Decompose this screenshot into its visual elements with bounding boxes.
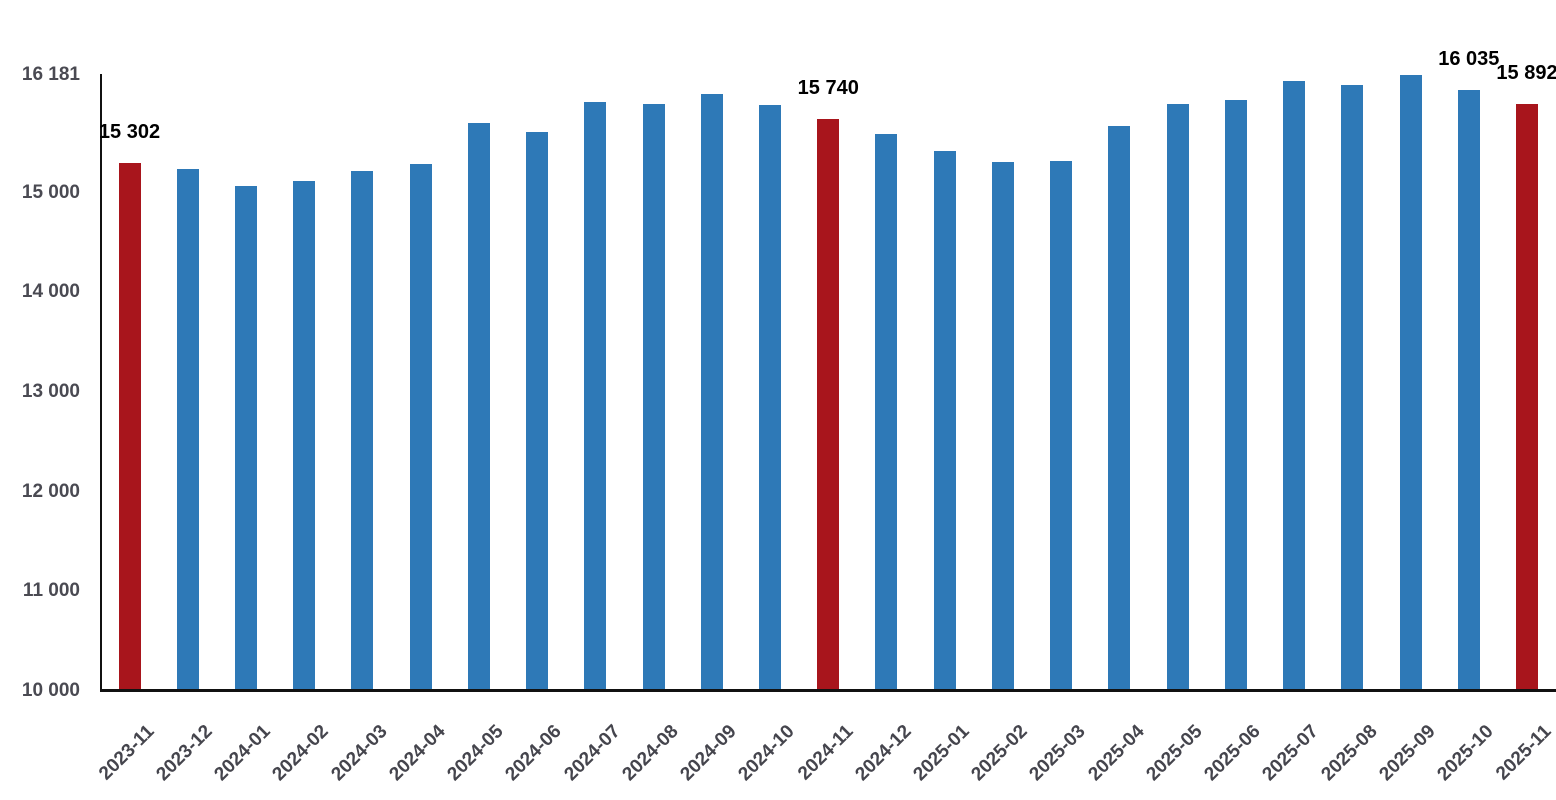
bar-2024-01 [234, 185, 257, 691]
y-tick-label: 10 000 [21, 680, 80, 701]
bar-2023-12 [176, 168, 199, 691]
x-tick-label-2025-07: 2025-07 [1258, 721, 1323, 786]
x-tick-label-2024-08: 2024-08 [618, 721, 683, 786]
x-tick-label-2025-10: 2025-10 [1433, 721, 1498, 786]
x-tick-label-2025-04: 2025-04 [1084, 721, 1149, 786]
bar-2025-05 [1166, 104, 1189, 691]
bar-2024-09 [700, 93, 723, 691]
x-tick-label-2024-04: 2024-04 [385, 721, 450, 786]
data-label-2024-11: 15 740 [797, 76, 859, 99]
y-tick-label: 14 000 [21, 281, 80, 303]
bar-2023-11 [118, 162, 141, 691]
x-tick-label-2023-12: 2023-12 [152, 721, 217, 786]
x-tick-label-2025-02: 2025-02 [967, 721, 1032, 786]
y-tick-label: 13 000 [21, 381, 80, 403]
bar-2025-03 [1050, 160, 1073, 691]
bar-2025-09 [1399, 75, 1422, 691]
bar-2025-04 [1108, 126, 1131, 691]
data-label-2025-11: 15 892 [1496, 61, 1556, 84]
x-tick-label-2024-10: 2024-10 [734, 721, 799, 786]
bar-2024-02 [293, 180, 316, 691]
x-tick-label-2024-09: 2024-09 [676, 721, 741, 786]
bar-2024-05 [467, 122, 490, 691]
y-axis-line [100, 74, 102, 692]
x-tick-label-2025-08: 2025-08 [1317, 721, 1382, 786]
x-axis-line [100, 689, 1556, 692]
bar-2024-10 [759, 105, 782, 691]
bar-2025-07 [1283, 80, 1306, 691]
x-tick-label-2023-11: 2023-11 [94, 721, 159, 785]
bar-2025-11 [1516, 103, 1539, 691]
bar-2024-03 [351, 170, 374, 691]
x-tick-label-2025-03: 2025-03 [1025, 721, 1091, 786]
y-tick-label: 12 000 [21, 480, 80, 502]
bar-2024-08 [642, 103, 665, 691]
data-label-2023-11: 15 302 [98, 120, 161, 143]
bar-2025-02 [991, 161, 1014, 691]
bar-2024-04 [409, 163, 432, 691]
bar-2025-01 [933, 151, 956, 691]
x-tick-label-2025-01: 2025-01 [909, 721, 974, 786]
x-tick-label-2025-06: 2025-06 [1200, 721, 1265, 786]
x-tick-label-2024-03: 2024-03 [327, 721, 392, 786]
data-label-2025-10: 16 035 [1438, 47, 1500, 70]
x-tick-label-2025-11: 2025-11 [1492, 721, 1556, 785]
x-tick-label-2025-09: 2025-09 [1375, 721, 1440, 786]
bar-2024-06 [526, 131, 549, 691]
x-tick-label-2024-07: 2024-07 [560, 721, 625, 786]
bar-2025-08 [1341, 84, 1364, 691]
bar-2024-07 [584, 101, 607, 691]
bar-2025-10 [1457, 89, 1480, 691]
bar-2024-12 [875, 134, 898, 691]
x-tick-label-2025-05: 2025-05 [1142, 721, 1207, 786]
x-tick-label-2024-01: 2024-01 [210, 721, 275, 786]
bar-2025-06 [1224, 99, 1247, 691]
x-tick-label-2024-12: 2024-12 [851, 721, 916, 786]
x-tick-label-2024-02: 2024-02 [268, 721, 334, 786]
x-tick-label-2024-06: 2024-06 [501, 721, 566, 786]
bar-2024-11 [817, 118, 840, 691]
x-tick-label-2024-11: 2024-11 [793, 721, 858, 785]
y-tick-label: 15 000 [21, 181, 80, 203]
y-tick-label: 16 181 [21, 64, 80, 85]
x-tick-label-2024-05: 2024-05 [443, 721, 508, 786]
y-tick-label: 11 000 [22, 580, 80, 602]
